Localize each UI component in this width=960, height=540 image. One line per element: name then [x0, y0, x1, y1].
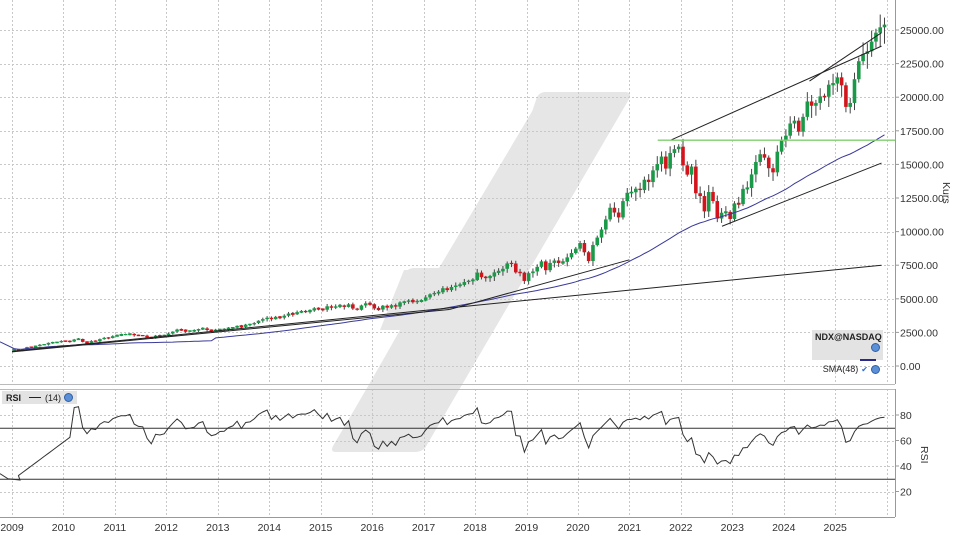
year-tick-label: 2014 — [258, 522, 282, 534]
year-tick-label: 2013 — [206, 522, 230, 534]
year-tick-label: 2020 — [566, 522, 590, 534]
year-tick-label: 2025 — [824, 522, 848, 534]
year-tick-label: 2023 — [721, 522, 745, 534]
long-trendline — [11, 264, 882, 352]
rsi-legend: RSI (14) — [2, 391, 78, 404]
year-tick-label: 2009 — [0, 522, 24, 534]
legend-sma-label: SMA(48) — [822, 364, 859, 375]
year-tick-label: 2017 — [412, 522, 436, 534]
main-legend: NDX@NASDAQ SMA(48) ✔ — [812, 330, 883, 375]
legend-symbol: NDX@NASDAQ — [815, 332, 882, 342]
year-tick-label: 2011 — [104, 522, 127, 534]
checkmark-icon[interactable]: ✔ — [861, 365, 868, 375]
globe-icon[interactable] — [871, 365, 880, 375]
price-tick-label: 15000.00 — [900, 159, 944, 171]
price-tick-label: 10000.00 — [900, 227, 944, 239]
year-tick-label: 2019 — [515, 522, 539, 534]
year-tick-label: 2015 — [309, 522, 333, 534]
rsi-tick-label: 60 — [900, 436, 912, 448]
short-channel-line — [809, 32, 882, 82]
price-tick-label: 22500.00 — [900, 59, 944, 71]
year-tick-label: 2024 — [772, 522, 796, 534]
year-tick-label: 2010 — [52, 522, 76, 534]
channel-upper-line — [670, 45, 882, 141]
legend-sma-row: SMA(48) ✔ — [815, 354, 880, 375]
year-tick-label: 2012 — [155, 522, 179, 534]
price-tick-label: 5000.00 — [900, 294, 938, 306]
candlesticks — [12, 14, 887, 352]
early-trendline — [11, 309, 450, 353]
price-axis-title: Kurs — [940, 182, 952, 204]
mid-trendline — [449, 259, 630, 311]
rsi-legend-param: (14) — [45, 392, 62, 403]
price-tick-label: 2500.00 — [900, 327, 938, 339]
rsi-tick-label: 40 — [900, 461, 912, 473]
year-tick-label: 2021 — [618, 522, 642, 534]
price-tick-label: 0.00 — [900, 361, 921, 373]
price-tick-label: 25000.00 — [900, 25, 944, 37]
price-tick-label: 17500.00 — [900, 126, 944, 138]
rsi-panel — [0, 389, 895, 517]
globe-icon[interactable] — [64, 393, 74, 402]
sma-line-swatch — [860, 358, 876, 361]
year-tick-label: 2016 — [360, 522, 384, 534]
globe-icon[interactable] — [871, 343, 880, 353]
rsi-line — [0, 406, 885, 481]
year-tick-label: 2018 — [463, 522, 487, 534]
channel-lower-line — [721, 162, 882, 227]
price-tick-label: 12500.00 — [900, 193, 944, 205]
legend-symbol-row: NDX@NASDAQ — [815, 332, 882, 353]
rsi-tick-label: 80 — [900, 410, 912, 422]
price-tick-label: 7500.00 — [900, 260, 938, 272]
rsi-axis-title: RSI — [918, 446, 930, 464]
rsi-line-swatch — [29, 396, 42, 399]
rsi-tick-label: 20 — [900, 487, 912, 499]
rsi-legend-label: RSI — [6, 392, 22, 403]
price-tick-label: 20000.00 — [900, 92, 944, 104]
year-tick-label: 2022 — [669, 522, 693, 534]
